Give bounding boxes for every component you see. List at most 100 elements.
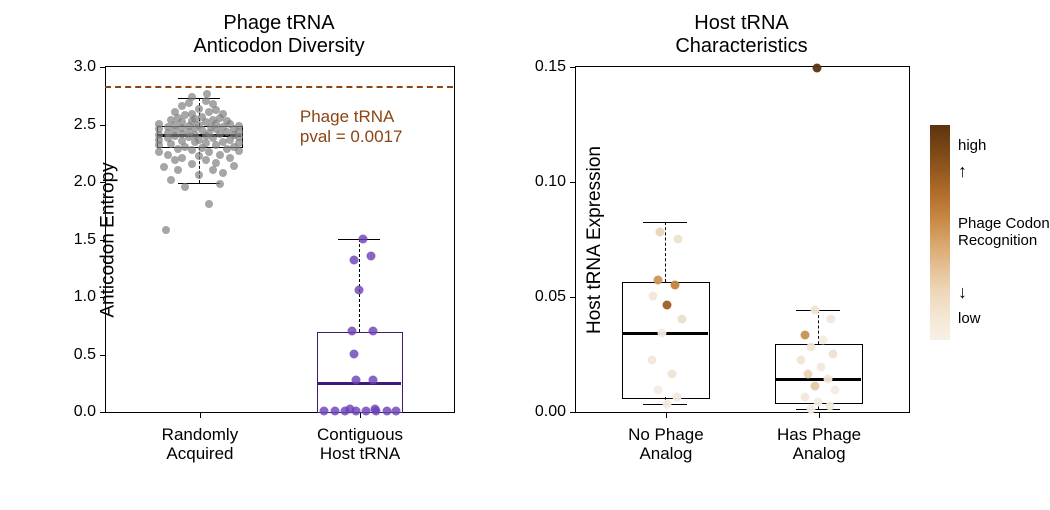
- right-title: Host tRNACharacteristics: [575, 12, 908, 58]
- left-point-host: [370, 404, 379, 413]
- left-point-host: [382, 407, 391, 416]
- left-point-random: [181, 183, 189, 191]
- right-yticklabel: 0.00: [535, 403, 566, 421]
- right-point: [807, 404, 816, 413]
- right-xtick: [819, 412, 820, 418]
- left-point-random: [202, 156, 210, 164]
- left-point-random: [164, 151, 172, 159]
- arrow-down-icon: ↓: [958, 282, 967, 303]
- left-ytick: [100, 125, 106, 126]
- left-point-random: [216, 151, 224, 159]
- right-point: [825, 402, 834, 411]
- left-point-random: [167, 176, 175, 184]
- right-ytick: [570, 297, 576, 298]
- left-dashed-threshold: [105, 86, 453, 88]
- right-point: [655, 227, 664, 236]
- left-point-host: [351, 375, 360, 384]
- right-point: [647, 356, 656, 365]
- left-point-random: [223, 117, 231, 125]
- left-point-random: [178, 154, 186, 162]
- left-point-random: [203, 90, 211, 98]
- right-box: [775, 344, 864, 404]
- right-point: [649, 292, 658, 301]
- left-yticklabel: 3.0: [74, 58, 96, 76]
- right-point: [670, 280, 679, 289]
- left-point-host: [358, 234, 367, 243]
- legend-low-label: low: [958, 310, 981, 327]
- left-point-host: [367, 251, 376, 260]
- left-yticklabel: 2.5: [74, 116, 96, 134]
- right-point: [810, 305, 819, 314]
- left-point-random: [171, 108, 179, 116]
- right-yticklabel: 0.10: [535, 173, 566, 191]
- left-point-host: [349, 256, 358, 265]
- right-ytick: [570, 67, 576, 68]
- left-xticklabel: RandomlyAcquired: [162, 426, 239, 463]
- left-point-host: [349, 349, 358, 358]
- left-yticklabel: 0.5: [74, 346, 96, 364]
- right-point: [800, 331, 809, 340]
- left-point-random: [155, 120, 163, 128]
- right-xtick: [666, 412, 667, 418]
- left-point-host: [362, 407, 371, 416]
- left-point-random: [160, 163, 168, 171]
- left-point-random: [188, 160, 196, 168]
- right-xticklabel: No PhageAnalog: [628, 426, 704, 463]
- left-point-host: [355, 286, 364, 295]
- left-point-host: [320, 407, 329, 416]
- left-point-random: [216, 180, 224, 188]
- right-point: [667, 370, 676, 379]
- legend-high-label: high: [958, 137, 986, 154]
- left-yticklabel: 1.0: [74, 288, 96, 306]
- right-point: [653, 275, 662, 284]
- right-median: [775, 378, 862, 381]
- left-point-random: [188, 93, 196, 101]
- right-xticklabel: Has PhageAnalog: [777, 426, 861, 463]
- right-point: [662, 301, 671, 310]
- right-yticklabel: 0.15: [535, 58, 566, 76]
- left-point-host: [368, 326, 377, 335]
- left-point-random: [202, 97, 210, 105]
- left-point-random: [195, 152, 203, 160]
- left-box: [317, 332, 403, 413]
- right-point: [797, 356, 806, 365]
- right-ytick: [570, 182, 576, 183]
- legend-colorbar: [930, 125, 950, 340]
- left-point-random: [212, 159, 220, 167]
- left-ytick: [100, 412, 106, 413]
- arrow-up-icon: ↑: [958, 161, 967, 182]
- left-ytick: [100, 355, 106, 356]
- figure-root: 0.00.51.01.52.02.53.0RandomlyAcquiredCon…: [0, 0, 1050, 510]
- left-yticklabel: 0.0: [74, 403, 96, 421]
- right-point: [677, 315, 686, 324]
- right-point: [824, 374, 833, 383]
- right-ytick: [570, 412, 576, 413]
- right-point: [810, 381, 819, 390]
- right-point: [813, 64, 822, 73]
- right-point: [800, 393, 809, 402]
- left-point-host: [368, 375, 377, 384]
- left-point-random: [195, 171, 203, 179]
- left-point-host: [330, 407, 339, 416]
- right-point: [807, 342, 816, 351]
- right-point: [674, 234, 683, 243]
- left-point-random: [162, 226, 170, 234]
- left-point-random: [235, 122, 243, 130]
- right-point: [817, 363, 826, 372]
- right-point: [662, 400, 671, 409]
- left-point-random: [209, 100, 217, 108]
- left-point-random: [188, 110, 196, 118]
- right-point: [830, 386, 839, 395]
- left-point-random: [155, 148, 163, 156]
- left-yticklabel: 1.5: [74, 231, 96, 249]
- right-point: [654, 386, 663, 395]
- left-point-random: [230, 162, 238, 170]
- right-point: [672, 393, 681, 402]
- left-point-host: [348, 326, 357, 335]
- right-point: [819, 335, 828, 344]
- right-whisker-cap: [643, 222, 686, 223]
- left-median: [317, 382, 401, 385]
- left-point-random: [205, 200, 213, 208]
- left-point-random: [219, 169, 227, 177]
- left-yticklabel: 2.0: [74, 173, 96, 191]
